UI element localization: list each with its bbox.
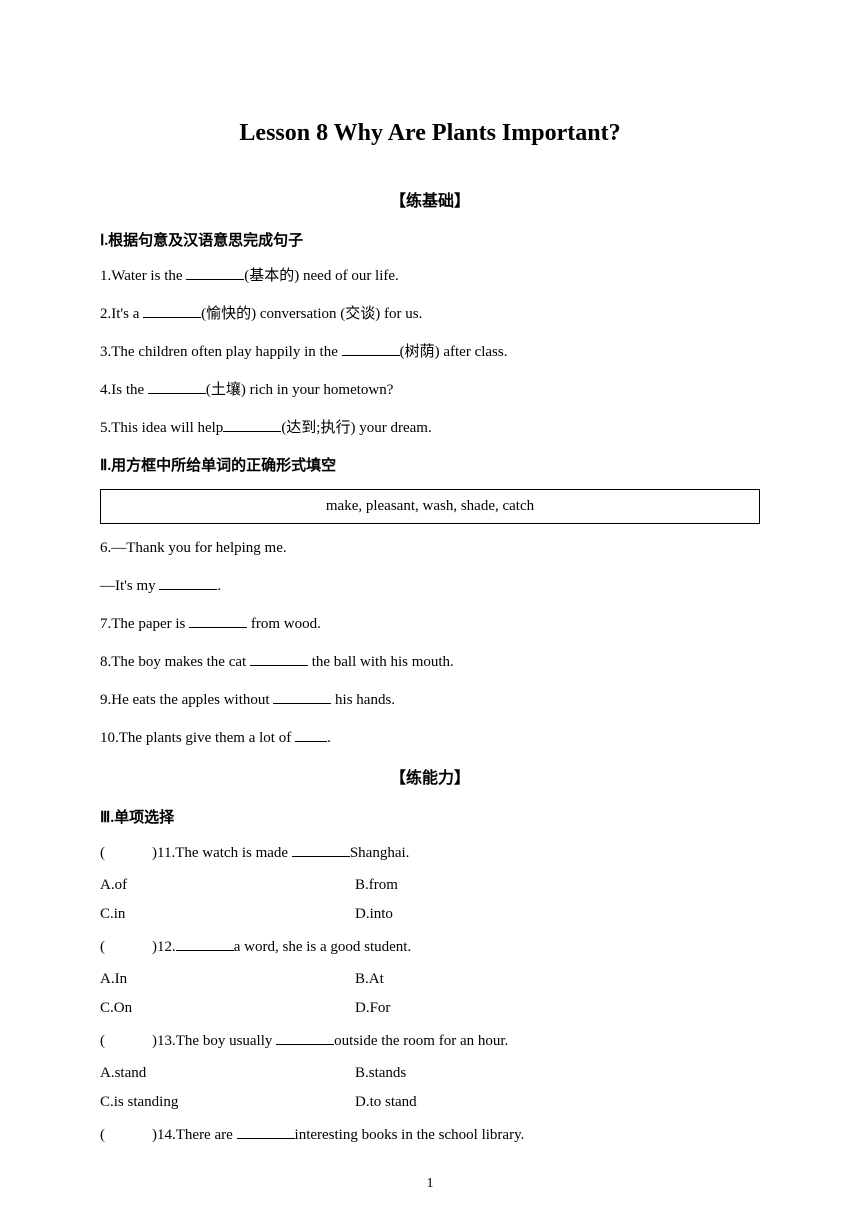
q13-suffix: outside the room for an hour. — [334, 1033, 508, 1049]
q14-suffix: interesting books in the school library. — [295, 1127, 525, 1143]
question-5: 5.This idea will help (达到;执行) your dream. — [100, 416, 760, 440]
part3-header: Ⅲ.单项选择 — [100, 806, 760, 827]
q12-options-row1: A.In B.At — [100, 971, 760, 988]
page-number: 1 — [0, 1176, 860, 1192]
q4-suffix: (土壤) rich in your hometown? — [206, 382, 393, 398]
question-4: 4.Is the (土壤) rich in your hometown? — [100, 378, 760, 402]
word-box: make, pleasant, wash, shade, catch — [100, 489, 760, 524]
q3-prefix: 3.The children often play happily in the — [100, 344, 342, 360]
q10-suffix: . — [327, 730, 331, 746]
q13-options-row2: C.is standing D.to stand — [100, 1094, 760, 1111]
question-9: 9.He eats the apples without his hands. — [100, 688, 760, 712]
q6-prefix: —It's my — [100, 578, 159, 594]
section2-header: 【练能力】 — [100, 764, 760, 788]
q11-prefix: )11.The watch is made — [152, 845, 292, 861]
answer-paren[interactable]: ( — [100, 1123, 152, 1147]
q1-prefix: 1.Water is the — [100, 268, 186, 284]
blank-input[interactable] — [250, 652, 308, 666]
q12-option-a[interactable]: A.In — [100, 971, 355, 988]
question-13: ()13.The boy usually outside the room fo… — [100, 1029, 760, 1053]
q4-prefix: 4.Is the — [100, 382, 148, 398]
blank-input[interactable] — [186, 266, 244, 280]
q12-suffix: a word, she is a good student. — [234, 939, 411, 955]
q13-option-b[interactable]: B.stands — [355, 1065, 760, 1082]
q5-suffix: (达到;执行) your dream. — [281, 420, 431, 436]
blank-input[interactable] — [143, 304, 201, 318]
blank-input[interactable] — [342, 342, 400, 356]
q11-options-row2: C.in D.into — [100, 906, 760, 923]
q12-options-row2: C.On D.For — [100, 1000, 760, 1017]
question-2: 2.It's a (愉快的) conversation (交谈) for us. — [100, 302, 760, 326]
q12-prefix: )12. — [152, 939, 176, 955]
q11-option-b[interactable]: B.from — [355, 877, 760, 894]
q7-prefix: 7.The paper is — [100, 616, 189, 632]
question-10: 10.The plants give them a lot of . — [100, 726, 760, 750]
question-8: 8.The boy makes the cat the ball with hi… — [100, 650, 760, 674]
blank-input[interactable] — [148, 380, 206, 394]
q13-option-d[interactable]: D.to stand — [355, 1094, 760, 1111]
q13-options-row1: A.stand B.stands — [100, 1065, 760, 1082]
q1-suffix: (基本的) need of our life. — [244, 268, 399, 284]
question-11: ()11.The watch is made Shanghai. — [100, 841, 760, 865]
q11-option-c[interactable]: C.in — [100, 906, 355, 923]
q11-option-d[interactable]: D.into — [355, 906, 760, 923]
section1-header: 【练基础】 — [100, 187, 760, 211]
q12-option-d[interactable]: D.For — [355, 1000, 760, 1017]
q5-prefix: 5.This idea will help — [100, 420, 223, 436]
q8-prefix: 8.The boy makes the cat — [100, 654, 250, 670]
question-1: 1.Water is the (基本的) need of our life. — [100, 264, 760, 288]
blank-input[interactable] — [292, 843, 350, 857]
blank-input[interactable] — [189, 614, 247, 628]
part1-header: Ⅰ.根据句意及汉语意思完成句子 — [100, 229, 760, 250]
question-7: 7.The paper is from wood. — [100, 612, 760, 636]
question-14: ()14.There are interesting books in the … — [100, 1123, 760, 1147]
q14-prefix: )14.There are — [152, 1127, 237, 1143]
part2-header: Ⅱ.用方框中所给单词的正确形式填空 — [100, 454, 760, 475]
q12-option-c[interactable]: C.On — [100, 1000, 355, 1017]
blank-input[interactable] — [295, 728, 327, 742]
q13-prefix: )13.The boy usually — [152, 1033, 276, 1049]
q8-suffix: the ball with his mouth. — [308, 654, 454, 670]
q6-suffix: . — [217, 578, 221, 594]
lesson-title: Lesson 8 Why Are Plants Important? — [100, 120, 760, 147]
blank-input[interactable] — [237, 1125, 295, 1139]
q9-suffix: his hands. — [331, 692, 395, 708]
question-6-line1: 6.—Thank you for helping me. — [100, 536, 760, 560]
blank-input[interactable] — [223, 418, 281, 432]
q11-options-row1: A.of B.from — [100, 877, 760, 894]
question-12: ()12. a word, she is a good student. — [100, 935, 760, 959]
q10-prefix: 10.The plants give them a lot of — [100, 730, 295, 746]
blank-input[interactable] — [159, 576, 217, 590]
q2-suffix: (愉快的) conversation (交谈) for us. — [201, 306, 422, 322]
q12-option-b[interactable]: B.At — [355, 971, 760, 988]
q2-prefix: 2.It's a — [100, 306, 143, 322]
q3-suffix: (树荫) after class. — [400, 344, 508, 360]
q13-option-a[interactable]: A.stand — [100, 1065, 355, 1082]
question-3: 3.The children often play happily in the… — [100, 340, 760, 364]
question-6-line2: —It's my . — [100, 574, 760, 598]
q9-prefix: 9.He eats the apples without — [100, 692, 273, 708]
answer-paren[interactable]: ( — [100, 1029, 152, 1053]
answer-paren[interactable]: ( — [100, 841, 152, 865]
blank-input[interactable] — [273, 690, 331, 704]
answer-paren[interactable]: ( — [100, 935, 152, 959]
blank-input[interactable] — [176, 937, 234, 951]
q11-suffix: Shanghai. — [350, 845, 410, 861]
q13-option-c[interactable]: C.is standing — [100, 1094, 355, 1111]
q7-suffix: from wood. — [247, 616, 321, 632]
q11-option-a[interactable]: A.of — [100, 877, 355, 894]
blank-input[interactable] — [276, 1031, 334, 1045]
